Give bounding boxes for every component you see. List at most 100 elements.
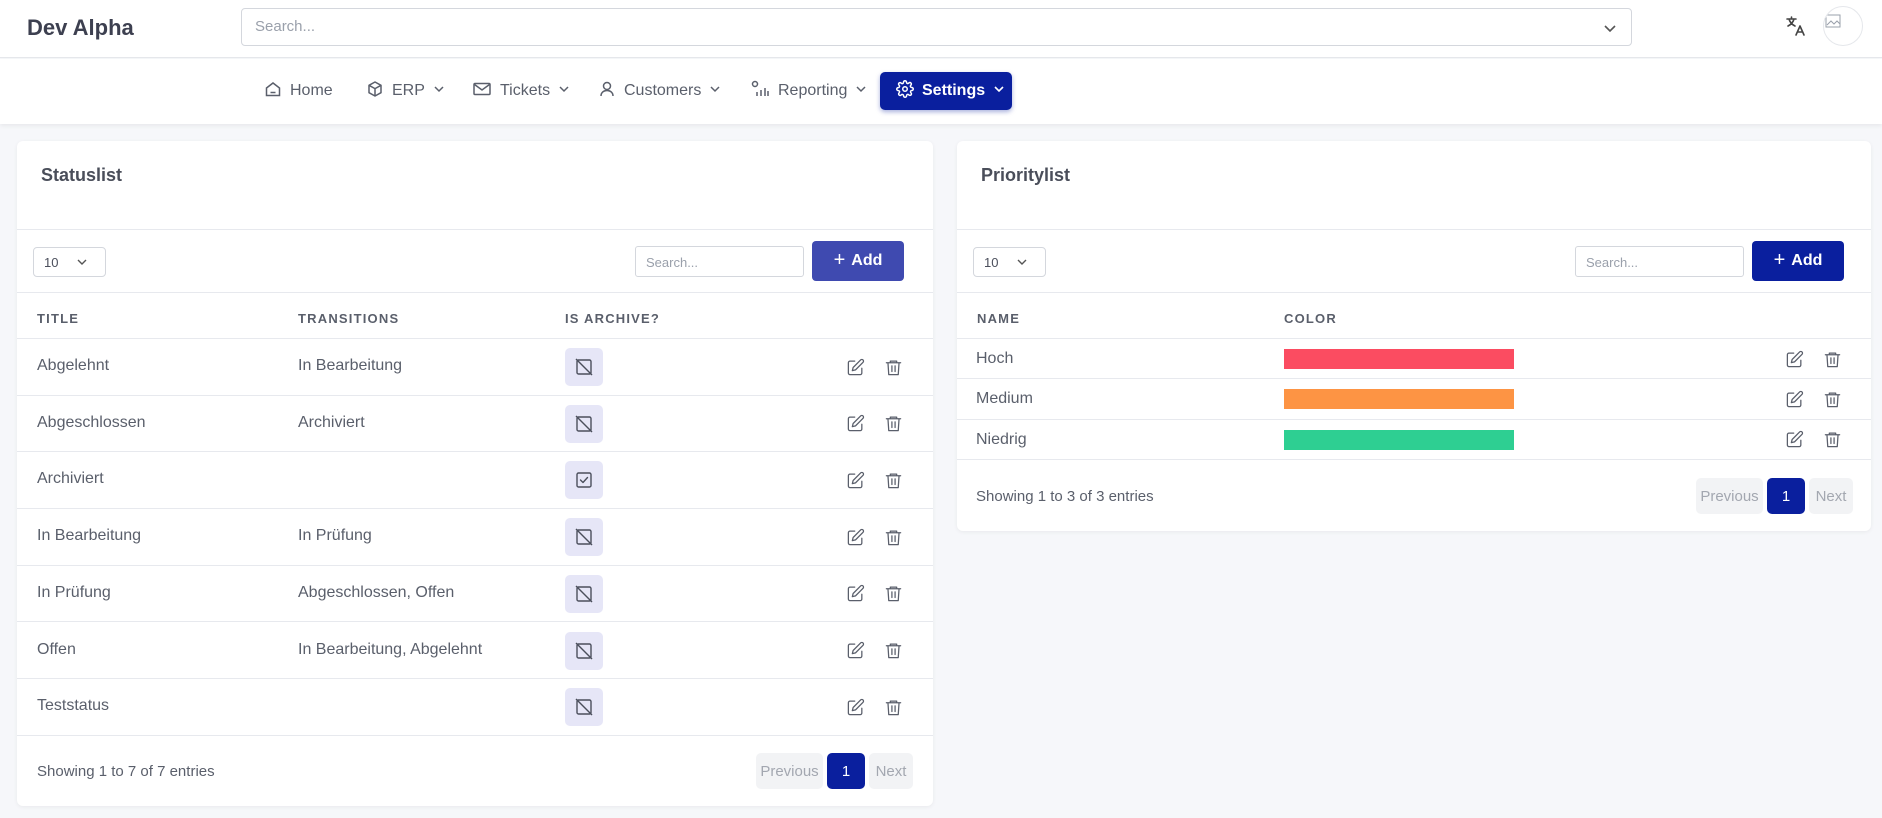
priority-color-swatch [1284,389,1514,410]
chevron-down-icon [993,82,1005,100]
status-transitions: In Prüfung [298,527,372,545]
brand-title[interactable]: Dev Alpha [27,15,134,40]
translate-icon[interactable] [1784,14,1808,43]
chevron-down-icon [1016,256,1028,271]
trash-icon[interactable] [881,525,905,549]
status-title: Archiviert [37,470,104,488]
prioritylist-page-size-select[interactable]: 10 [973,247,1046,277]
nav-tickets-label: Tickets [500,82,551,99]
status-title: In Prüfung [37,583,111,601]
trash-icon[interactable] [881,412,905,436]
statuslist-page-1-button[interactable]: 1 [827,753,865,789]
main-navigation: Home ERP Tickets Customers Reporting Set… [0,59,1882,124]
global-search-input[interactable] [255,18,1555,35]
plus-icon: + [833,249,846,271]
status-title: In Bearbeitung [37,527,142,545]
nav-tickets[interactable]: Tickets [462,72,580,110]
trash-icon[interactable] [881,468,905,492]
table-row: Medium [957,379,1871,420]
status-title: Offen [37,640,76,658]
plus-icon: + [1773,249,1786,271]
status-transitions: Archiviert [298,413,365,431]
prioritylist-search-input[interactable] [1586,255,1731,270]
priority-color-swatch [1284,349,1514,369]
nav-customers[interactable]: Customers [588,72,731,110]
trash-icon[interactable] [1820,387,1844,411]
edit-icon[interactable] [1782,387,1806,411]
page-size-value: 10 [984,255,999,270]
chevron-down-icon [855,82,867,100]
archive-unchecked-icon[interactable] [565,574,603,613]
trash-icon[interactable] [881,695,905,719]
trash-icon[interactable] [881,355,905,379]
nav-erp-label: ERP [392,82,425,99]
prioritylist-title: Prioritylist [981,165,1071,185]
chevron-down-icon[interactable] [1603,21,1617,40]
prioritylist-add-button[interactable]: + Add [1752,241,1844,281]
nav-settings-label: Settings [922,82,986,99]
divider [17,229,933,230]
edit-icon[interactable] [843,525,867,549]
nav-reporting[interactable]: Reporting [740,72,877,110]
priority-name: Niedrig [976,430,1027,448]
status-transitions: Abgeschlossen, Offen [298,583,455,601]
trash-icon[interactable] [881,639,905,663]
edit-icon[interactable] [843,468,867,492]
user-icon [598,80,616,103]
column-header-name: NAME [977,311,1021,326]
edit-icon[interactable] [843,412,867,436]
statuslist-search[interactable] [635,246,804,277]
column-header-is-archive: IS ARCHIVE? [565,311,661,326]
statuslist-search-input[interactable] [646,255,791,270]
edit-icon[interactable] [843,695,867,719]
prioritylist-previous-button[interactable]: Previous [1696,478,1763,514]
status-title: Abgeschlossen [37,413,146,431]
nav-home[interactable]: Home [254,72,343,110]
edit-icon[interactable] [843,582,867,606]
priority-name: Medium [976,390,1033,408]
nav-erp[interactable]: ERP [356,72,455,110]
avatar[interactable] [1823,6,1863,46]
chevron-down-icon [433,82,445,100]
statuslist-page-size-select[interactable]: 10 [33,247,106,277]
archive-unchecked-icon[interactable] [565,688,603,727]
edit-icon[interactable] [1782,428,1806,452]
column-header-title: TITLE [37,311,80,326]
archive-unchecked-icon[interactable] [565,518,603,557]
prioritylist-next-button[interactable]: Next [1809,478,1853,514]
prioritylist-search[interactable] [1575,246,1744,277]
edit-icon[interactable] [843,639,867,663]
statuslist-footer-text: Showing 1 to 7 of 7 entries [37,763,215,780]
archive-unchecked-icon[interactable] [565,404,603,443]
status-transitions: In Bearbeitung [298,357,403,374]
table-row: Teststatus [17,679,933,736]
trash-icon[interactable] [881,582,905,606]
archive-checked-icon[interactable] [565,461,603,500]
trash-icon[interactable] [1820,428,1844,452]
global-search[interactable] [241,8,1632,46]
chevron-down-icon [709,82,721,100]
statuslist-title: Statuslist [41,165,123,185]
divider [17,292,933,293]
table-row: Hoch [957,339,1871,380]
nav-settings[interactable]: Settings [880,72,1012,110]
table-row: Abgeschlossen Archiviert [17,396,933,453]
table-row: In Prüfung Abgeschlossen, Offen [17,566,933,623]
status-title: Teststatus [37,697,110,715]
top-header: Dev Alpha [0,0,1882,58]
edit-icon[interactable] [843,355,867,379]
chevron-down-icon [558,82,570,100]
archive-unchecked-icon[interactable] [565,348,603,386]
statuslist-add-button[interactable]: + Add [812,241,904,281]
statuslist-next-button[interactable]: Next [869,753,913,789]
edit-icon[interactable] [1782,347,1806,371]
table-row: Offen In Bearbeitung, Abgelehnt [17,623,933,680]
column-header-transitions: TRANSITIONS [298,311,400,326]
archive-unchecked-icon[interactable] [565,631,603,670]
add-button-label: Add [851,252,883,269]
trash-icon[interactable] [1820,347,1844,371]
prioritylist-card: Prioritylist 10 + Add NAME COLOR Hoch Med… [957,141,1871,531]
prioritylist-page-1-button[interactable]: 1 [1767,478,1805,514]
statuslist-previous-button[interactable]: Previous [756,753,823,789]
nav-home-label: Home [290,82,333,99]
